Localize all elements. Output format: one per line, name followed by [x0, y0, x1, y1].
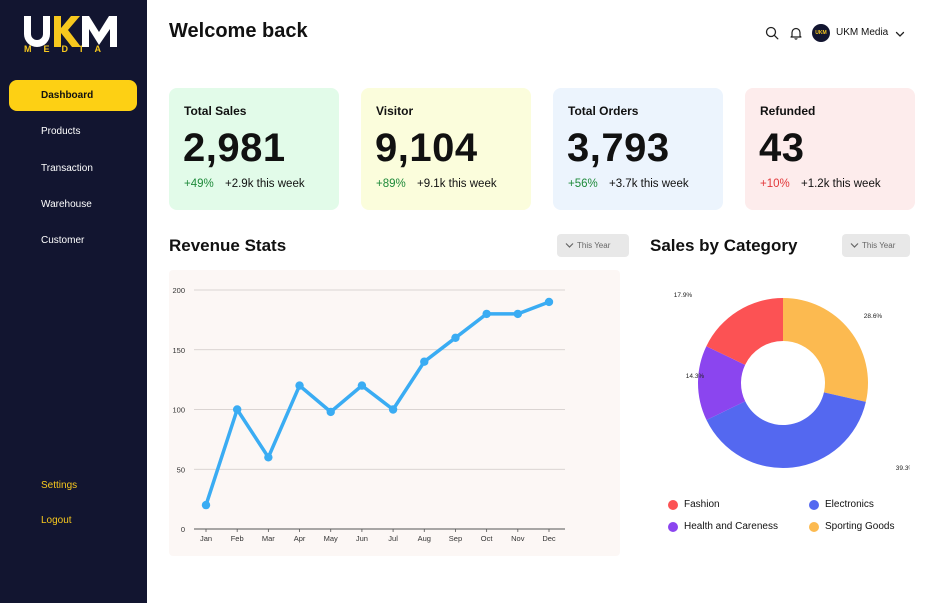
x-tick-label: Dec: [542, 534, 556, 543]
donut-slice-label: 39.3%: [896, 465, 910, 472]
filter-label: This Year: [862, 241, 896, 250]
donut-slice-label: 17.9%: [674, 292, 693, 299]
card-percent: +49%: [184, 178, 214, 190]
card-label: Visitor: [376, 104, 414, 118]
legend-swatch: [668, 522, 678, 532]
x-tick-label: Jan: [200, 534, 212, 543]
revenue-data-point[interactable]: [420, 357, 429, 366]
stat-card-refunded[interactable]: Refunded 43 +10% +1.2k this week: [745, 88, 915, 210]
sidebar-item-customer[interactable]: Customer: [41, 235, 85, 246]
search-icon[interactable]: [765, 26, 779, 40]
page-title: Welcome back: [169, 20, 308, 42]
x-tick-label: Jun: [356, 534, 368, 543]
donut-slice-label: 14.3%: [686, 373, 705, 380]
sidebar-item-settings[interactable]: Settings: [41, 480, 78, 491]
y-tick-label: 200: [172, 286, 185, 295]
legend-swatch: [809, 500, 819, 510]
category-donut-chart: 28.6% 39.3% 14.3% 17.9%: [674, 292, 910, 472]
x-tick-label: May: [324, 534, 338, 543]
stat-card-total-sales[interactable]: Total Sales 2,981 +49% +2.9k this week: [169, 88, 339, 210]
legend-label: Fashion: [684, 499, 720, 510]
donut-slice-electronics[interactable]: [706, 392, 866, 468]
revenue-line-chart: 0 50 100 150 200 Jan Feb Mar Apr May Jun Jul Aug Sep O…: [172, 286, 565, 543]
revenue-data-point[interactable]: [388, 405, 398, 414]
card-week-change: +2.9k this week: [225, 178, 305, 190]
stat-card-visitor[interactable]: Visitor 9,104 +89% +9.1k this week: [361, 88, 531, 210]
user-name[interactable]: UKM Media: [836, 27, 889, 38]
revenue-series-line: [204, 300, 551, 507]
card-week-change: +1.2k this week: [801, 178, 881, 190]
card-percent: +56%: [568, 178, 598, 190]
revenue-title: Revenue Stats: [169, 236, 287, 255]
logo-subtitle: MEDIA: [24, 44, 113, 54]
revenue-data-point[interactable]: [544, 297, 554, 307]
x-tick-label: Nov: [511, 534, 525, 543]
bell-icon[interactable]: [789, 26, 803, 40]
x-tick-label: Sep: [449, 534, 462, 543]
revenue-data-point[interactable]: [201, 500, 211, 510]
category-period-filter[interactable]: This Year: [842, 234, 910, 257]
donut-slice-label: 28.6%: [864, 313, 883, 320]
card-week-change: +9.1k this week: [417, 178, 497, 190]
sidebar-item-dashboard[interactable]: Dashboard: [9, 80, 137, 111]
revenue-data-point[interactable]: [326, 407, 335, 417]
x-tick-label: Feb: [231, 534, 244, 543]
revenue-data-point[interactable]: [295, 381, 304, 390]
sidebar-item-transaction[interactable]: Transaction: [41, 163, 93, 174]
card-label: Total Orders: [568, 104, 639, 118]
x-tick-label: Oct: [481, 534, 494, 543]
revenue-chart: 0 50 100 150 200 Jan Feb Mar Apr May Jun Jul Aug Sep O…: [169, 270, 620, 556]
revenue-data-point[interactable]: [232, 405, 242, 414]
card-value: 3,793: [567, 126, 670, 170]
filter-label: This Year: [577, 241, 611, 250]
stat-card-total-orders[interactable]: Total Orders 3,793 +56% +3.7k this week: [553, 88, 723, 210]
revenue-period-filter[interactable]: This Year: [557, 234, 629, 257]
category-title: Sales by Category: [650, 236, 798, 255]
legend-label: Electronics: [825, 499, 874, 510]
sidebar-item-products[interactable]: Products: [41, 126, 81, 137]
legend-swatch: [809, 522, 819, 532]
x-tick-label: Apr: [294, 534, 306, 543]
x-tick-label: Jul: [388, 534, 398, 543]
x-tick-label: Mar: [262, 534, 275, 543]
revenue-data-point[interactable]: [357, 381, 367, 390]
sidebar: MEDIA Dashboard Products Transaction War…: [0, 0, 147, 603]
card-percent: +89%: [376, 178, 406, 190]
revenue-data-point[interactable]: [513, 309, 523, 319]
y-tick-label: 150: [172, 346, 185, 355]
revenue-data-point[interactable]: [482, 309, 491, 319]
chevron-down-icon: [850, 243, 859, 248]
donut-slice-health-and-careness[interactable]: [698, 346, 746, 421]
legend-label: Health and Careness: [684, 521, 778, 532]
sidebar-item-logout[interactable]: Logout: [41, 515, 72, 526]
donut-slice-fashion[interactable]: [706, 298, 783, 365]
brand-logo[interactable]: MEDIA: [22, 14, 122, 56]
y-tick-label: 0: [181, 525, 185, 534]
legend-label: Sporting Goods: [825, 521, 895, 532]
chevron-down-icon[interactable]: [894, 27, 906, 45]
card-label: Refunded: [760, 104, 816, 118]
avatar[interactable]: UKM: [812, 24, 830, 42]
y-tick-label: 50: [177, 465, 185, 474]
card-value: 2,981: [183, 126, 286, 170]
card-label: Total Sales: [184, 104, 247, 118]
legend-swatch: [668, 500, 678, 510]
sidebar-item-warehouse[interactable]: Warehouse: [41, 199, 92, 210]
chevron-down-icon: [565, 243, 574, 248]
card-value: 43: [759, 126, 805, 170]
revenue-data-point[interactable]: [451, 333, 460, 342]
card-value: 9,104: [375, 126, 478, 170]
card-percent: +10%: [760, 178, 790, 190]
logo-mark: [24, 16, 117, 47]
x-tick-label: Aug: [418, 534, 431, 543]
card-week-change: +3.7k this week: [609, 178, 689, 190]
donut-slice-sporting-goods[interactable]: [783, 298, 868, 402]
y-tick-label: 100: [172, 406, 185, 415]
revenue-data-point[interactable]: [264, 453, 273, 462]
